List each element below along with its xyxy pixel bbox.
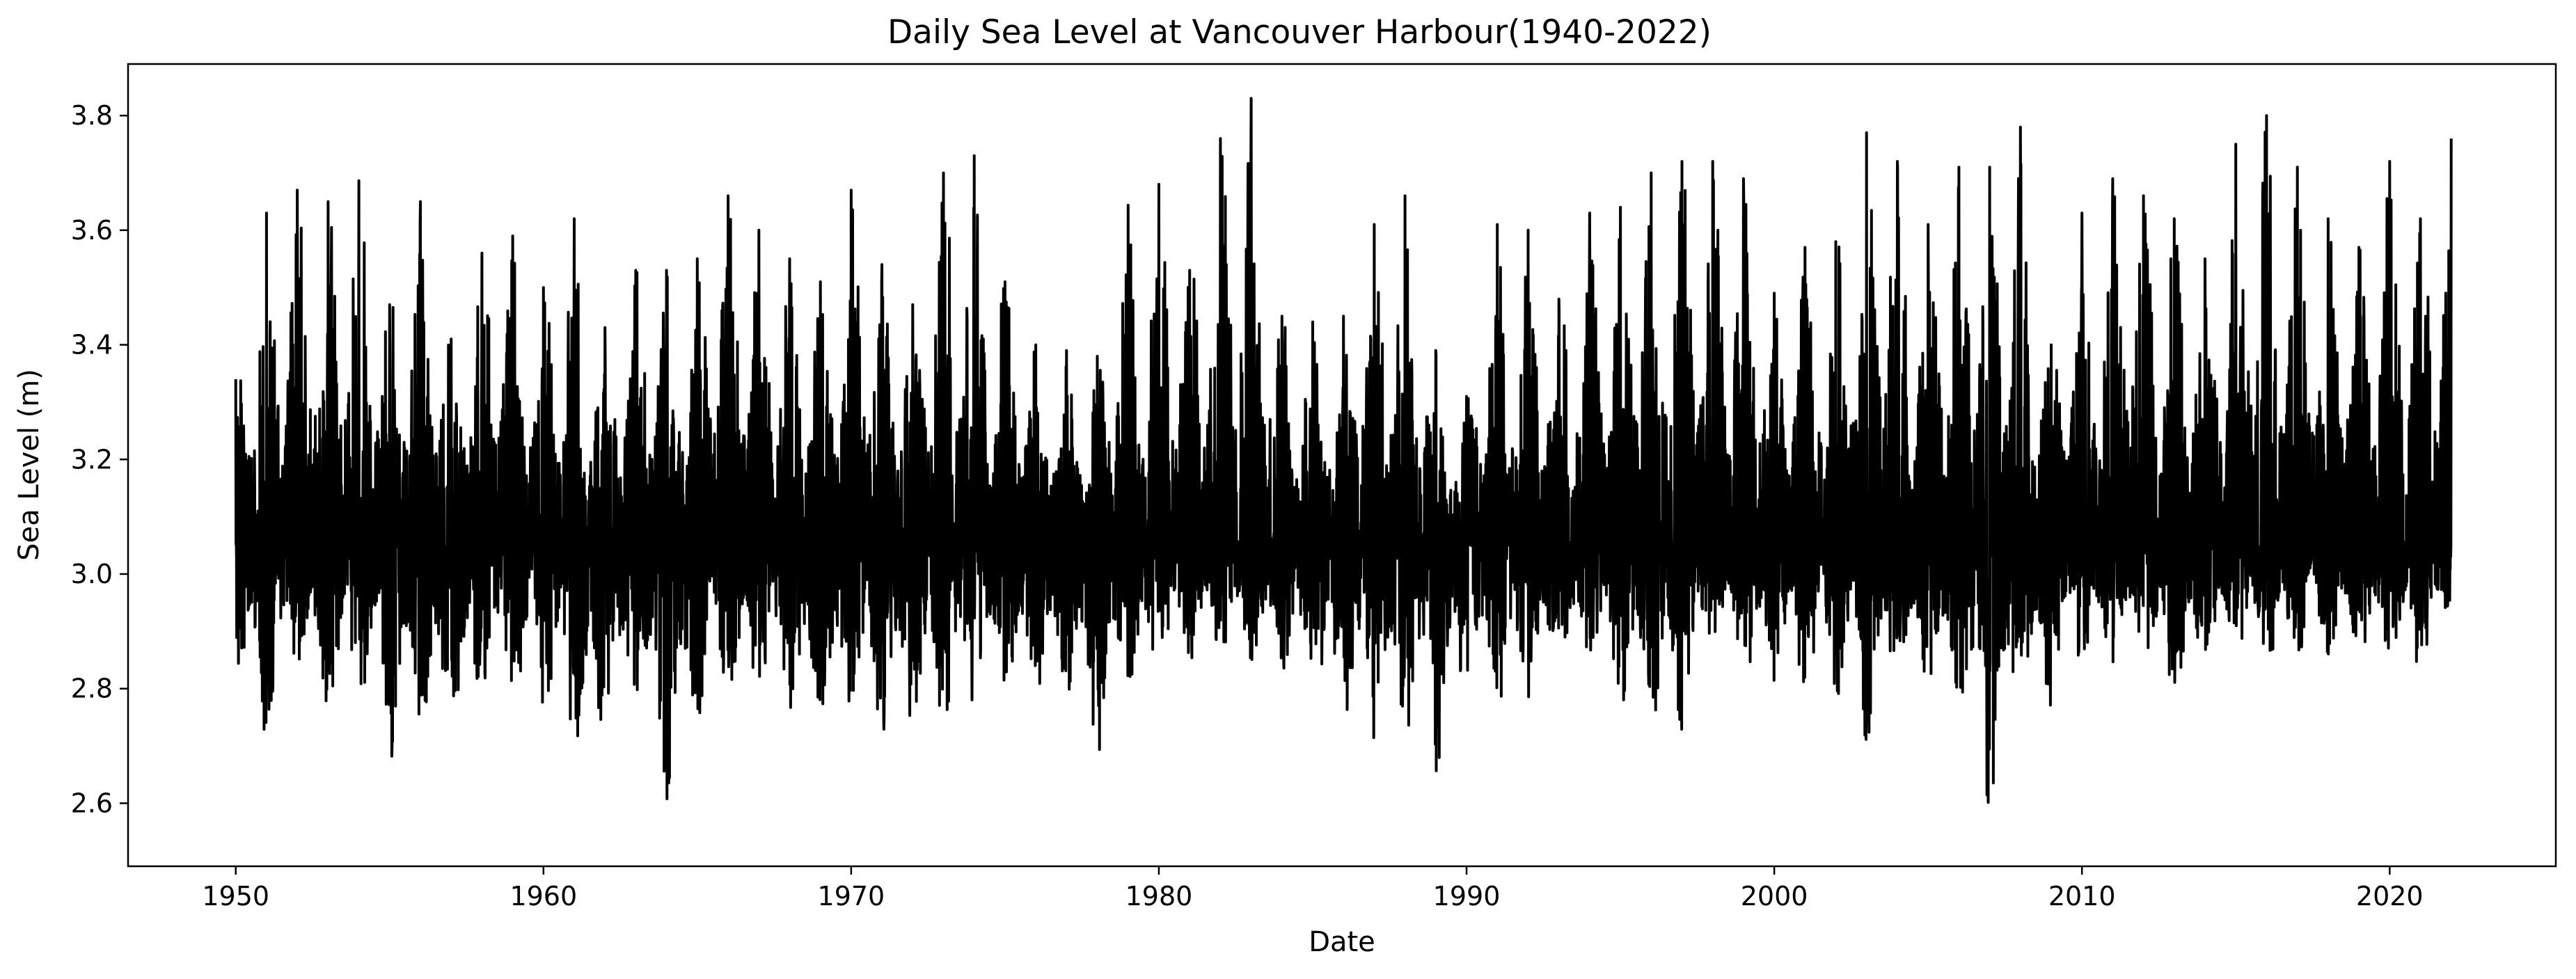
y-tick-label: 3.8: [71, 100, 113, 131]
y-tick-label: 2.8: [71, 674, 113, 704]
chart-title: Daily Sea Level at Vancouver Harbour(194…: [887, 13, 1712, 51]
y-tick-label: 3.2: [71, 444, 113, 475]
x-axis: 1950 1960 1970 1980 1990 2000 2010 2020: [202, 866, 2424, 912]
x-tick-label: 2000: [1741, 881, 1808, 912]
y-tick-label: 2.6: [71, 788, 113, 818]
series-layer: [234, 97, 2453, 804]
x-tick-label: 2010: [2048, 881, 2116, 912]
x-tick-label: 1970: [818, 881, 885, 912]
y-tick-label: 3.4: [71, 330, 113, 360]
x-tick-label: 2020: [2356, 881, 2424, 912]
x-tick-label: 1950: [202, 881, 269, 912]
y-tick-label: 3.0: [71, 559, 113, 589]
plot-frame: [127, 63, 2557, 868]
x-tick-label: 1990: [1433, 881, 1501, 912]
x-tick-label: 1980: [1125, 881, 1193, 912]
x-axis-label: Date: [1309, 926, 1375, 958]
y-axis: 2.6 2.8 3.0 3.2 3.4 3.6 3.8: [71, 100, 128, 818]
y-tick-label: 3.6: [71, 215, 113, 246]
series-line-0: [234, 97, 2453, 804]
x-tick-label: 1960: [509, 881, 577, 912]
y-axis-label: Sea Level (m): [13, 369, 45, 561]
